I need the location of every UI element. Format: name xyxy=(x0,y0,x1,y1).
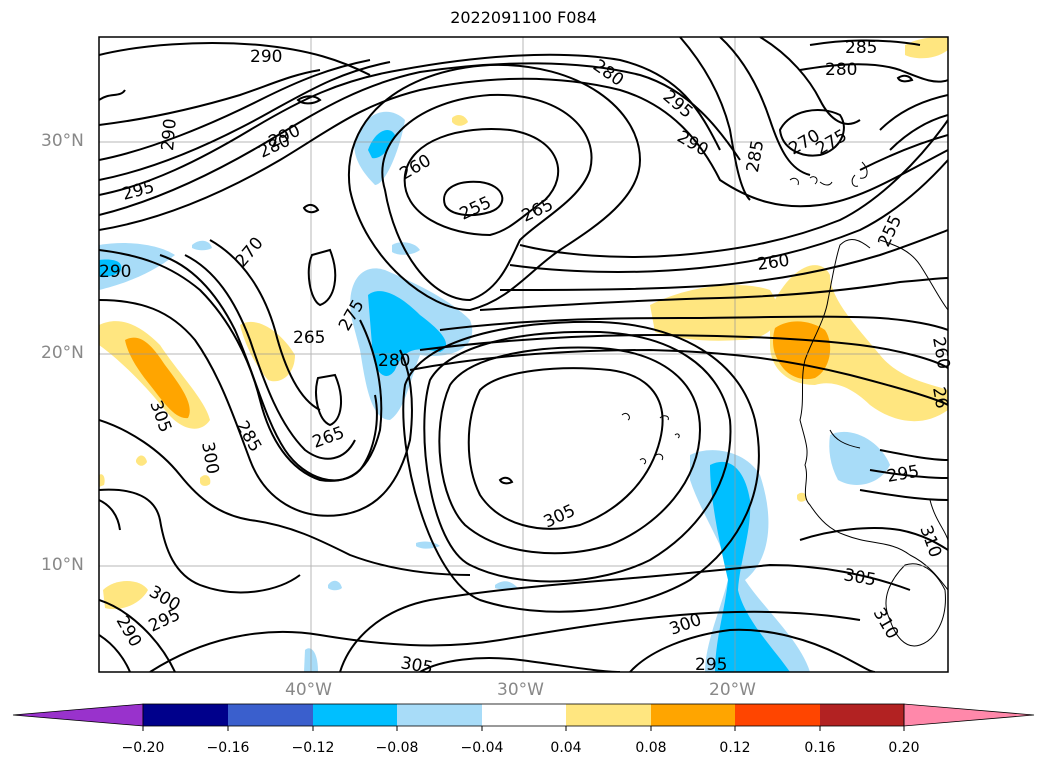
contour-label: 295 xyxy=(120,177,157,205)
contour-lines xyxy=(99,37,948,672)
contour-label: 26 xyxy=(928,385,951,410)
lat-label: 10°N xyxy=(41,555,84,575)
neg-shade xyxy=(99,259,122,278)
colorbar-bin xyxy=(313,704,397,726)
lon-label: 20°W xyxy=(709,680,756,700)
neg-shade xyxy=(368,291,447,376)
contour-label: 265 xyxy=(293,328,325,348)
pos-shade xyxy=(797,492,807,502)
neg-shade xyxy=(192,240,212,251)
colorbar-tick-label: 0.04 xyxy=(550,740,582,756)
colorbar-bin xyxy=(820,704,904,726)
colorbar-tick-label: −0.20 xyxy=(121,740,165,756)
coastlines xyxy=(621,161,948,647)
neg-shade xyxy=(495,581,518,590)
contour-label: 300 xyxy=(197,440,222,475)
colorbar-bin xyxy=(735,704,820,726)
colorbar-bin xyxy=(143,704,228,726)
colorbar-bin xyxy=(228,704,313,726)
contour-label: 260 xyxy=(928,335,953,370)
lat-label: 20°N xyxy=(41,343,84,363)
contour-label: 290 xyxy=(250,47,282,67)
contour-label: 305 xyxy=(842,565,877,590)
contour-label: 295 xyxy=(695,655,727,675)
contour-label: 310 xyxy=(915,523,945,560)
contour-label: 290 xyxy=(99,262,131,282)
pos-shade xyxy=(650,285,779,341)
colorbar xyxy=(12,703,1035,731)
contour-label: 295 xyxy=(146,605,184,637)
colorbar-tick-label: −0.04 xyxy=(460,740,504,756)
neg-shade xyxy=(392,242,420,255)
colorbar-tick-label: 0.08 xyxy=(635,740,667,756)
colorbar-tick-label: 0.20 xyxy=(888,740,920,756)
lat-label: 30°N xyxy=(41,131,84,151)
pos-shade xyxy=(452,115,468,126)
contour-label: 295 xyxy=(885,462,920,487)
colorbar-bin xyxy=(651,704,735,726)
colorbar-bin xyxy=(566,704,651,726)
colorbar-tick-label: 0.16 xyxy=(804,740,836,756)
contour-label: 285 xyxy=(743,139,768,174)
pos-shade xyxy=(103,581,148,610)
colorbar-tick-label: −0.16 xyxy=(206,740,250,756)
contour-label: 280 xyxy=(825,60,857,80)
contour-label: 295 xyxy=(659,87,697,123)
colorbar-bin xyxy=(397,704,482,726)
neg-shade xyxy=(416,541,440,549)
pos-shade xyxy=(770,265,948,422)
pos-shade xyxy=(773,321,831,380)
contour-label: 270 xyxy=(232,233,268,271)
contour-label: 285 xyxy=(845,38,877,58)
neg-shade xyxy=(328,580,342,591)
contour-label: 310 xyxy=(869,605,903,643)
contour-label: 290 xyxy=(112,613,146,651)
contour-label: 255 xyxy=(874,212,906,250)
contour-label: 290 xyxy=(158,118,181,152)
colorbar-bin xyxy=(482,704,566,726)
neg-shade xyxy=(99,243,175,290)
contour-label: 260 xyxy=(756,251,791,275)
map-title: 2022091100 F084 xyxy=(450,8,597,27)
contour-label: 280 xyxy=(378,351,410,371)
colorbar-over-arrow xyxy=(903,703,1035,727)
neg-shade xyxy=(368,130,395,159)
pos-shade xyxy=(125,337,190,419)
colorbar-tick-label: 0.12 xyxy=(719,740,751,756)
contour-label: 260 xyxy=(397,151,435,185)
contour-label: 265 xyxy=(519,195,557,227)
pos-shade xyxy=(136,455,147,466)
pos-shade xyxy=(99,474,105,487)
lon-label: 40°W xyxy=(285,680,332,700)
neg-shade xyxy=(710,461,790,672)
colorbar-tick-label: −0.12 xyxy=(291,740,335,756)
lon-label: 30°W xyxy=(497,680,544,700)
pos-shade xyxy=(200,475,211,486)
colorbar-under-arrow xyxy=(12,703,144,727)
colorbar-tick-label: −0.08 xyxy=(375,740,419,756)
contour-label: 255 xyxy=(457,193,495,225)
contour-label: 265 xyxy=(310,423,347,453)
pos-shade xyxy=(240,321,295,382)
contour-label: 305 xyxy=(399,653,434,678)
pos-shade xyxy=(905,37,948,59)
map-frame xyxy=(98,36,949,673)
